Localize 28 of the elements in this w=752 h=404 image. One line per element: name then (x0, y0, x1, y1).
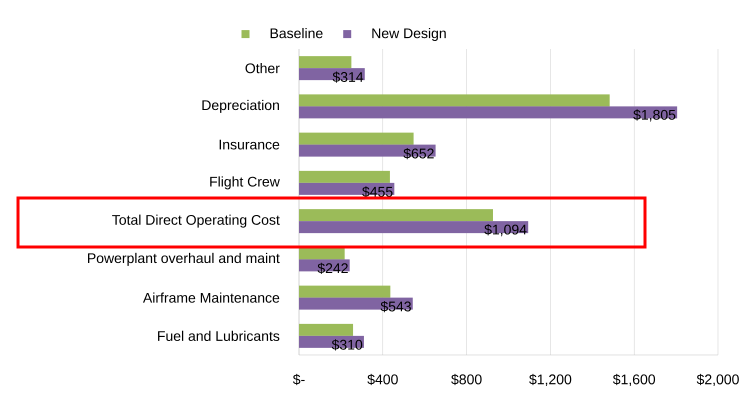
y-tick-label: Total Direct Operating Cost (112, 214, 280, 228)
x-tick-label: $400 (367, 374, 398, 386)
x-tick-label: $800 (451, 374, 482, 386)
bar (299, 247, 345, 260)
y-tick-label: Airframe Maintenance (142, 292, 280, 303)
data-label: $310 (332, 339, 362, 351)
x-tick-label: $1,600 (612, 374, 656, 386)
bar (299, 170, 390, 183)
data-label: $242 (318, 262, 348, 274)
bar (299, 132, 414, 145)
y-tick-label: Insurance (220, 140, 280, 150)
legend-label: Baseline (270, 28, 323, 38)
bar (299, 324, 354, 336)
y-tick-label: Fuel and Lubricants (158, 330, 280, 342)
bar (299, 56, 352, 68)
bar (299, 286, 390, 298)
bar (299, 182, 394, 195)
x-tick-label: $2,000 (696, 374, 739, 386)
y-tick-label: Depreciation (202, 100, 279, 113)
y-tick-label: Powerplant overhaul and maint (88, 252, 280, 266)
data-label: $455 (362, 186, 393, 198)
legend-label: New Design (372, 28, 446, 42)
bar (299, 209, 493, 222)
x-tick-label: $1,200 (529, 374, 572, 386)
x-tick-label: $- (292, 374, 305, 386)
y-tick-label: Flight Crew (210, 176, 280, 190)
bar (299, 94, 610, 106)
y-tick-label: Other (246, 62, 280, 74)
